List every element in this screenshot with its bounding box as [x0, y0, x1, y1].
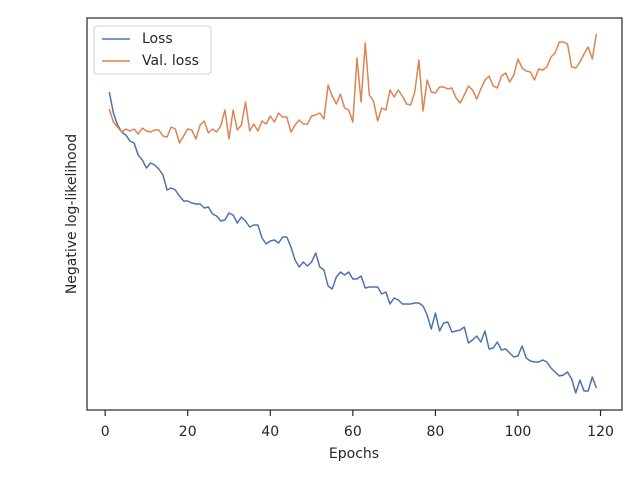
series-line: [108, 91, 598, 394]
series-line: [108, 33, 598, 144]
x-axis-label: Epochs: [329, 446, 379, 462]
x-tick-label: 120: [587, 424, 614, 440]
lines: [108, 33, 598, 394]
x-tick-label: 0: [101, 424, 110, 440]
x-tick-label: 100: [505, 424, 532, 440]
legend-label: Val. loss: [142, 53, 199, 69]
x-tick-label: 60: [344, 424, 362, 440]
y-axis-label: Negative log-likelihood: [64, 134, 80, 294]
legend-box: [93, 25, 212, 75]
x-tick-label: 20: [179, 424, 197, 440]
x-tick-label: 80: [426, 424, 444, 440]
legend-label: Loss: [142, 31, 173, 47]
x-tick-label: 40: [261, 424, 279, 440]
legend: Loss Val. loss: [93, 25, 212, 75]
plot-area: [86, 17, 623, 411]
